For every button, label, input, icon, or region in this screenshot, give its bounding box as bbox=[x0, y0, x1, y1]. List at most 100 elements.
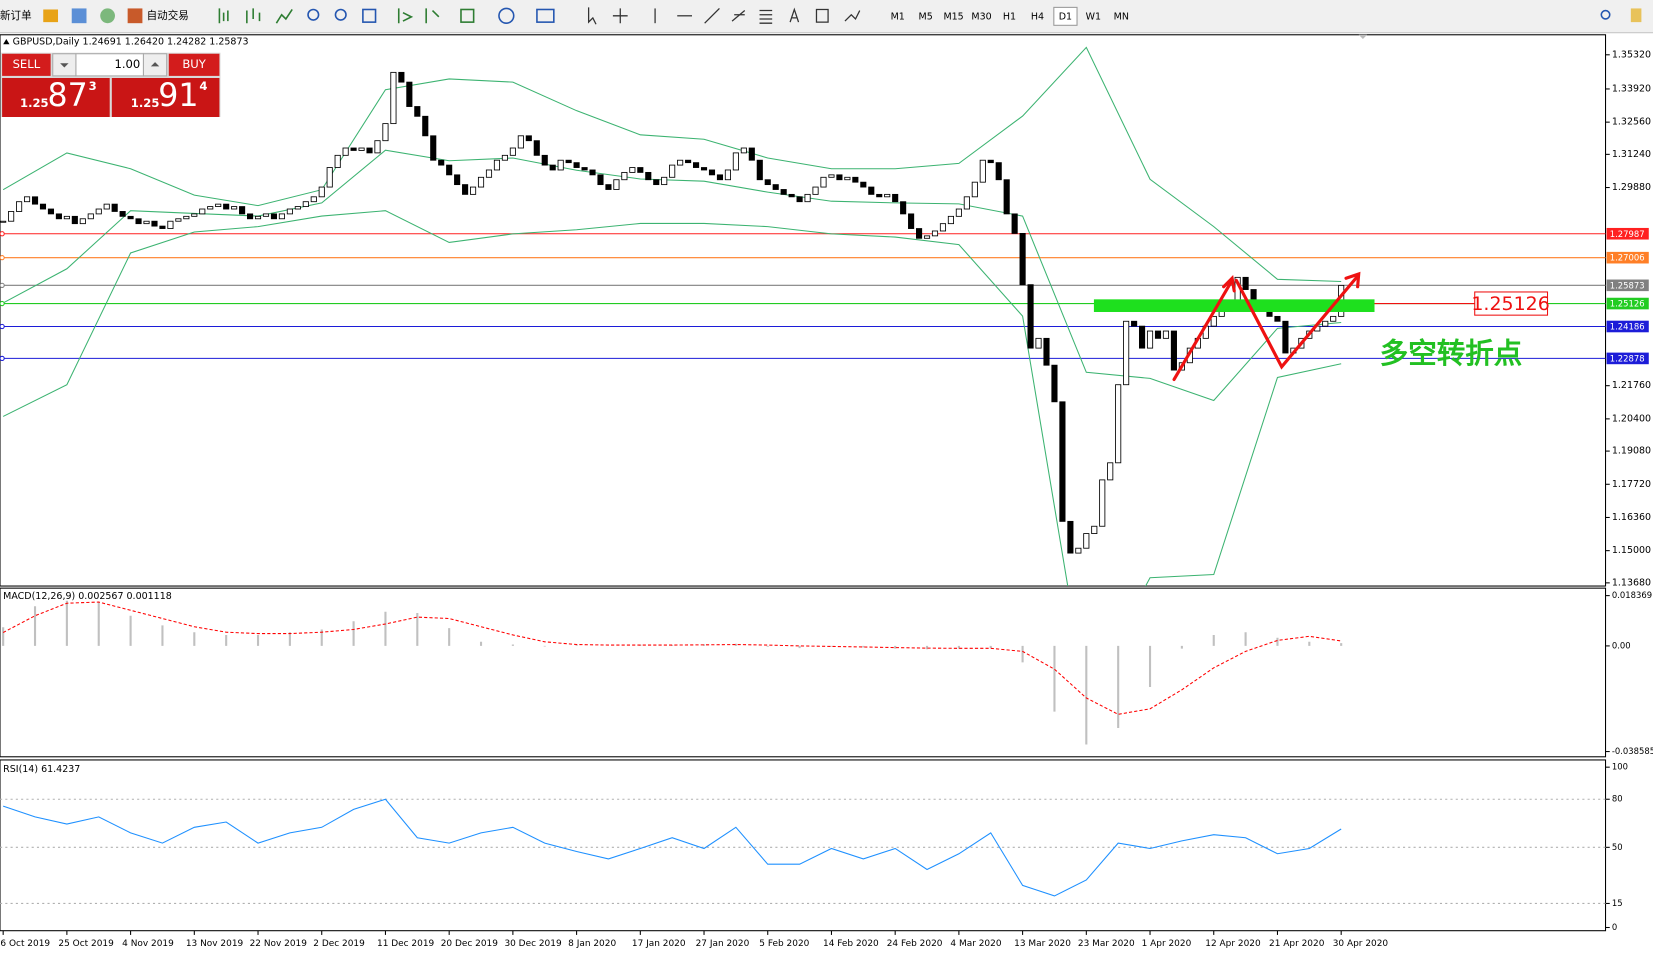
x-tick-label: 8 Jan 2020 bbox=[568, 939, 616, 949]
candle bbox=[653, 179, 660, 186]
toolbar-icons[interactable] bbox=[218, 7, 555, 24]
candle bbox=[0, 220, 7, 223]
y-tick-label: 1.15000 bbox=[1612, 545, 1651, 556]
candle bbox=[756, 159, 763, 181]
level-label-box bbox=[1606, 297, 1649, 310]
candle bbox=[374, 140, 381, 154]
account-icon[interactable] bbox=[1630, 8, 1642, 23]
candle bbox=[1059, 401, 1066, 522]
level-label: 1.22878 bbox=[1610, 353, 1645, 363]
level-handle bbox=[0, 300, 5, 307]
candle bbox=[310, 196, 317, 203]
timeframe-bar: M1 M5 M15 M30 H1 H4 D1 W1 MN bbox=[891, 6, 1129, 26]
candle bbox=[231, 206, 238, 210]
candle bbox=[971, 181, 978, 198]
candle bbox=[820, 176, 827, 188]
candle bbox=[613, 179, 620, 190]
candle bbox=[1003, 179, 1010, 215]
candle bbox=[1131, 320, 1138, 327]
candle bbox=[852, 176, 859, 183]
candle bbox=[677, 159, 684, 166]
timeframe-button[interactable]: M30 bbox=[971, 11, 991, 22]
trend-arrows bbox=[1172, 271, 1361, 382]
y-tick-label: 1.21760 bbox=[1612, 380, 1651, 391]
candle bbox=[724, 169, 731, 181]
y-tick-label: 1.31240 bbox=[1612, 149, 1651, 160]
timeframe-button[interactable]: H4 bbox=[1031, 11, 1044, 22]
macd-label: MACD(12,26,9) 0.002567 0.001118 bbox=[3, 591, 172, 602]
bid-box[interactable] bbox=[2, 77, 110, 117]
y-tick-label: 1.17720 bbox=[1612, 479, 1651, 490]
drawing-tools[interactable] bbox=[587, 7, 861, 25]
auto-trading-button[interactable]: 自动交易 bbox=[147, 9, 189, 22]
y-tick-label: -0.038585 bbox=[1612, 746, 1653, 756]
x-tick-label: 25 Oct 2019 bbox=[58, 939, 114, 949]
candle bbox=[1035, 337, 1042, 349]
y-tick-label: 1.16360 bbox=[1612, 512, 1651, 523]
candle bbox=[1099, 479, 1106, 527]
timeframe-button[interactable]: M15 bbox=[943, 11, 963, 22]
bid-main: 87 bbox=[47, 78, 87, 114]
candle bbox=[151, 220, 158, 227]
candle bbox=[549, 164, 556, 171]
timeframe-button[interactable]: M5 bbox=[919, 11, 933, 22]
search-icon[interactable] bbox=[1600, 9, 1611, 20]
x-tick-label: 23 Mar 2020 bbox=[1078, 939, 1135, 949]
buy-label[interactable]: BUY bbox=[182, 57, 206, 71]
candle bbox=[262, 213, 270, 217]
candle bbox=[23, 196, 31, 203]
candle bbox=[541, 154, 548, 166]
level-label-box bbox=[1606, 352, 1649, 365]
x-tick-label: 16 Oct 2019 bbox=[0, 939, 50, 949]
candle bbox=[1091, 525, 1098, 534]
candle bbox=[79, 218, 86, 225]
candle bbox=[326, 167, 333, 188]
timeframe-button[interactable]: H1 bbox=[1003, 11, 1016, 22]
auto-trading-icon[interactable] bbox=[127, 8, 143, 24]
candle bbox=[1242, 276, 1249, 290]
x-tick-label: 24 Feb 2020 bbox=[887, 939, 943, 949]
timeframe-button[interactable]: M1 bbox=[891, 11, 905, 22]
x-tick-label: 11 Dec 2019 bbox=[377, 939, 435, 949]
y-tick-label: 0.018369 bbox=[1612, 590, 1652, 600]
callout-price: 1.25126 bbox=[1471, 293, 1549, 315]
icon[interactable] bbox=[43, 9, 59, 23]
candle bbox=[191, 213, 198, 217]
candle bbox=[931, 230, 939, 237]
new-order-button[interactable]: 新订单 bbox=[0, 9, 32, 22]
candle bbox=[493, 159, 501, 171]
x-tick-label: 20 Dec 2019 bbox=[441, 939, 499, 949]
candle bbox=[438, 159, 445, 166]
sell-button[interactable] bbox=[2, 53, 51, 76]
timeframe-button[interactable]: MN bbox=[1114, 11, 1129, 22]
candle bbox=[517, 135, 524, 149]
rsi-label: RSI(14) 61.4237 bbox=[3, 764, 80, 775]
buy-button[interactable] bbox=[168, 53, 220, 76]
y-tick-label: 1.20400 bbox=[1612, 413, 1651, 424]
candle bbox=[334, 154, 341, 168]
active-timeframe[interactable] bbox=[1053, 6, 1078, 26]
candle bbox=[1123, 320, 1130, 386]
timeframe-button[interactable]: D1 bbox=[1059, 11, 1072, 22]
candle bbox=[55, 213, 62, 220]
sell-label[interactable]: SELL bbox=[13, 57, 41, 71]
icon[interactable] bbox=[71, 8, 87, 24]
resistance-zone bbox=[1093, 299, 1375, 312]
candle bbox=[780, 189, 787, 195]
lot-value[interactable]: 1.00 bbox=[115, 57, 141, 71]
candle bbox=[565, 159, 572, 164]
rsi-line bbox=[2, 798, 1342, 897]
rsi-panel bbox=[0, 759, 1607, 932]
price-plot bbox=[0, 46, 1606, 587]
timeframe-button[interactable]: W1 bbox=[1086, 11, 1101, 22]
x-tick-label: 13 Mar 2020 bbox=[1014, 939, 1071, 949]
ask-box[interactable] bbox=[111, 77, 220, 117]
ask-main: 91 bbox=[158, 78, 198, 114]
x-tick-label: 4 Mar 2020 bbox=[950, 939, 1001, 949]
collapse-arrow[interactable] bbox=[3, 38, 10, 45]
icon[interactable] bbox=[100, 8, 115, 24]
x-tick-label: 17 Jan 2020 bbox=[632, 939, 686, 949]
rsi-plot bbox=[0, 798, 1606, 904]
candle bbox=[47, 208, 55, 215]
